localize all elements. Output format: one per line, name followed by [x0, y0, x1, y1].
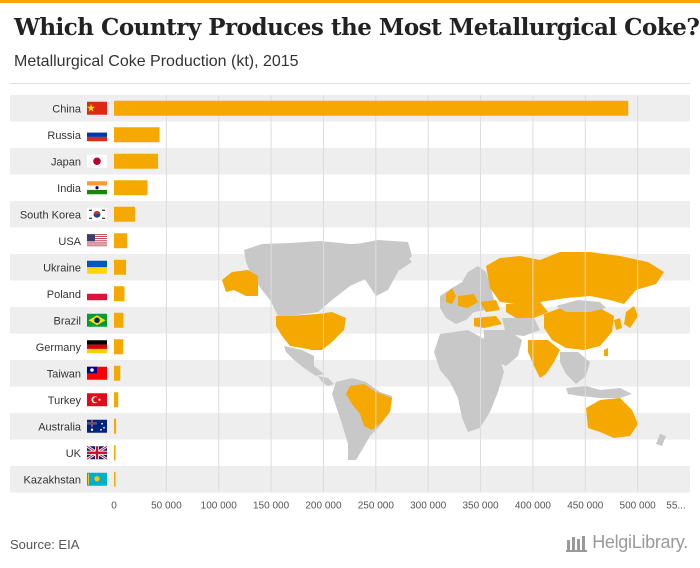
x-tick-label: 500 000	[620, 501, 657, 512]
category-label-taiwan: Taiwan	[47, 368, 81, 380]
map-kazakhstan	[506, 302, 548, 318]
row-stripe	[10, 466, 690, 493]
world-map-background	[222, 240, 666, 460]
x-tick-label: 55...	[666, 501, 685, 512]
map-germany-poland	[458, 294, 478, 308]
map-australia	[586, 398, 638, 438]
map-new-zealand	[656, 434, 666, 446]
map-mongolia	[556, 300, 606, 312]
category-label-turkey: Turkey	[48, 395, 82, 407]
bar-russia[interactable]	[114, 127, 160, 143]
map-taiwan	[604, 348, 608, 356]
category-label-poland: Poland	[47, 289, 81, 301]
bar-australia[interactable]	[114, 418, 117, 434]
brand-text: HelgiLibrary.	[592, 532, 688, 552]
x-tick-label: 350 000	[462, 501, 499, 512]
map-africa	[434, 330, 504, 432]
taiwan-flag-icon	[87, 366, 107, 380]
japan-flag-icon	[87, 154, 107, 168]
category-label-russia: Russia	[47, 130, 82, 142]
bar-brazil[interactable]	[114, 312, 124, 328]
turkey-flag-icon	[87, 393, 107, 407]
category-label-japan: Japan	[51, 156, 81, 168]
map-brazil	[346, 384, 392, 430]
australia-flag-icon	[87, 419, 107, 433]
map-russia	[486, 252, 664, 304]
map-indonesia	[566, 386, 632, 398]
x-tick-label: 450 000	[567, 501, 604, 512]
usa-flag-icon	[87, 234, 107, 248]
map-central-asia	[502, 318, 540, 336]
bar-ukraine[interactable]	[114, 259, 127, 275]
bars-group	[114, 100, 629, 487]
bar-usa[interactable]	[114, 233, 128, 249]
category-label-germany: Germany	[36, 342, 82, 354]
x-tick-label: 200 000	[305, 501, 342, 512]
category-label-australia: Australia	[38, 421, 82, 433]
south-korea-flag-icon	[87, 207, 107, 221]
bar-taiwan[interactable]	[114, 365, 121, 381]
bar-japan[interactable]	[114, 153, 158, 169]
china-flag-icon	[87, 101, 107, 115]
title-divider	[10, 83, 690, 84]
map-alaska	[222, 270, 258, 296]
kazakhstan-flag-icon	[87, 472, 107, 486]
map-korea-japan	[614, 306, 638, 330]
row-stripe	[10, 148, 690, 175]
uk-flag-icon	[86, 445, 108, 461]
bar-poland[interactable]	[114, 286, 125, 302]
poland-flag-icon	[87, 287, 107, 301]
x-tick-label: 300 000	[410, 501, 447, 512]
row-stripe	[10, 201, 690, 228]
source-note: Source: EIA	[10, 537, 80, 552]
category-label-india: India	[57, 183, 82, 195]
map-usa	[276, 312, 346, 350]
category-label-usa: USA	[58, 236, 81, 248]
category-label-brazil: Brazil	[53, 315, 81, 327]
map-southeast-asia	[560, 352, 590, 384]
category-label-china: China	[52, 103, 82, 115]
map-india	[528, 340, 560, 378]
flag-icons	[86, 101, 108, 486]
page-title: Which Country Produces the Most Metallur…	[14, 14, 700, 41]
brazil-flag-icon	[87, 313, 107, 327]
bar-india[interactable]	[114, 180, 148, 196]
brand-logo[interactable]: HelgiLibrary.	[566, 532, 688, 553]
bar-uk[interactable]	[114, 445, 116, 461]
bar-turkey[interactable]	[114, 392, 119, 408]
category-label-south-korea: South Korea	[20, 209, 82, 221]
x-gridlines	[165, 95, 639, 493]
map-china	[544, 306, 614, 350]
x-tick-labels: 0 50 000 100 000 150 000 200 000 250 000 300 0…	[111, 501, 686, 512]
category-labels: China Russia Japan India South Korea USA Ukrai…	[20, 103, 82, 486]
russia-flag-icon	[87, 128, 107, 142]
x-tick-label: 50 000	[151, 501, 182, 512]
map-uk	[446, 288, 456, 304]
bar-kazakhstan[interactable]	[114, 471, 116, 487]
x-tick-label: 400 000	[515, 501, 552, 512]
map-central-america	[318, 376, 334, 386]
map-mexico	[284, 346, 324, 376]
map-ukraine	[480, 300, 500, 312]
chart-subtitle: Metallurgical Coke Production (kt), 2015	[14, 53, 299, 70]
library-icon	[566, 535, 588, 552]
bar-germany[interactable]	[114, 339, 124, 355]
ukraine-flag-icon	[87, 260, 107, 274]
india-flag-icon	[87, 181, 107, 195]
x-tick-label: 150 000	[253, 501, 290, 512]
bar-china[interactable]	[114, 100, 629, 116]
map-greenland	[357, 240, 412, 296]
x-tick-label: 100 000	[201, 501, 238, 512]
x-tick-label: 0	[111, 501, 117, 512]
bar-south-korea[interactable]	[114, 206, 135, 222]
bar-chart: China Russia Japan India South Korea USA Ukrai…	[10, 95, 690, 512]
x-tick-label: 250 000	[358, 501, 395, 512]
germany-flag-icon	[87, 340, 107, 354]
category-label-kazakhstan: Kazakhstan	[24, 474, 81, 486]
top-accent-bar	[0, 0, 700, 3]
category-label-ukraine: Ukraine	[43, 262, 81, 274]
category-label-uk: UK	[66, 448, 82, 460]
